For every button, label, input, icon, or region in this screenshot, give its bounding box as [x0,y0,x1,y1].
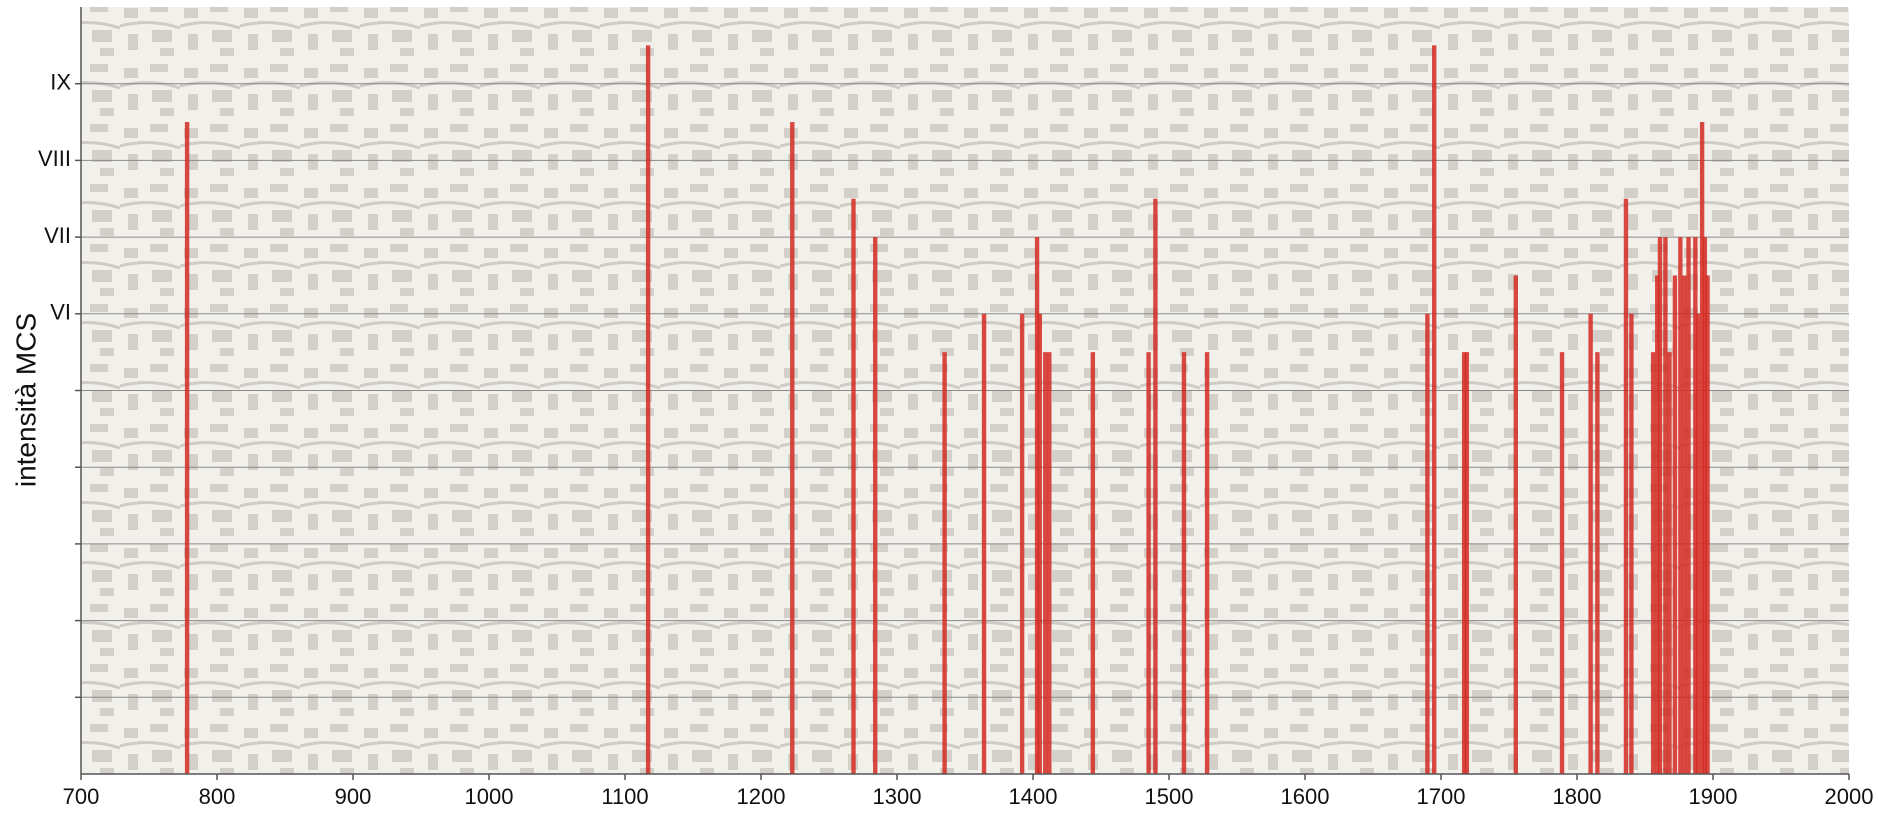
bar [1702,237,1708,775]
bar [1595,352,1600,774]
y-tick-label: VII [44,223,71,248]
bar [1464,352,1470,774]
bar [645,45,651,775]
bar [1693,237,1698,775]
bar [1667,352,1672,774]
x-tick-label: 700 [63,784,100,809]
bar [1657,237,1663,775]
bar [1629,313,1634,774]
bar [1425,313,1430,774]
bar [1588,313,1593,774]
bar [1146,352,1151,774]
bar [1034,237,1040,775]
bar [873,237,878,775]
bar [1686,237,1691,775]
bar [790,122,795,775]
bar [1461,352,1467,774]
x-tick-label: 1700 [1417,784,1466,809]
bar [1047,352,1052,774]
bar [1090,352,1096,774]
bar [1705,275,1710,774]
bar [1678,237,1683,775]
x-tick-label: 1100 [601,784,648,809]
y-tick-label: VI [50,300,71,325]
bar [1699,122,1705,775]
bar [851,198,856,774]
bar [1695,313,1701,774]
bar [1037,313,1042,774]
x-tick-label: 1900 [1689,784,1738,809]
y-axis-label: intensità MCS [10,313,41,487]
bar [1043,352,1048,774]
x-tick-label: 900 [335,784,372,809]
x-tick-label: 1800 [1553,784,1602,809]
x-tick-label: 1000 [465,784,514,809]
bar [1650,352,1656,774]
bar [1181,352,1187,774]
x-tick-label: 1300 [873,784,922,809]
x-tick-label: 1500 [1145,784,1194,809]
bar [1623,198,1629,774]
bar [184,122,190,775]
bar [1682,275,1687,774]
bar [942,352,947,774]
bar [1019,313,1025,774]
bar [1672,275,1678,774]
y-tick-label: VIII [38,146,71,171]
x-tick-label: 1600 [1281,784,1330,809]
bar [981,313,987,774]
bar [1513,275,1518,774]
y-tick-label: IX [50,70,71,95]
bar [1432,45,1437,775]
x-tick-label: 2000 [1825,784,1874,809]
bar [1204,352,1210,774]
x-tick-label: 800 [199,784,236,809]
x-tick-label: 1200 [737,784,786,809]
bar [1559,352,1565,774]
x-tick-label: 1400 [1009,784,1058,809]
bar [1153,198,1158,774]
bar [1663,237,1668,775]
bar [1655,275,1660,774]
